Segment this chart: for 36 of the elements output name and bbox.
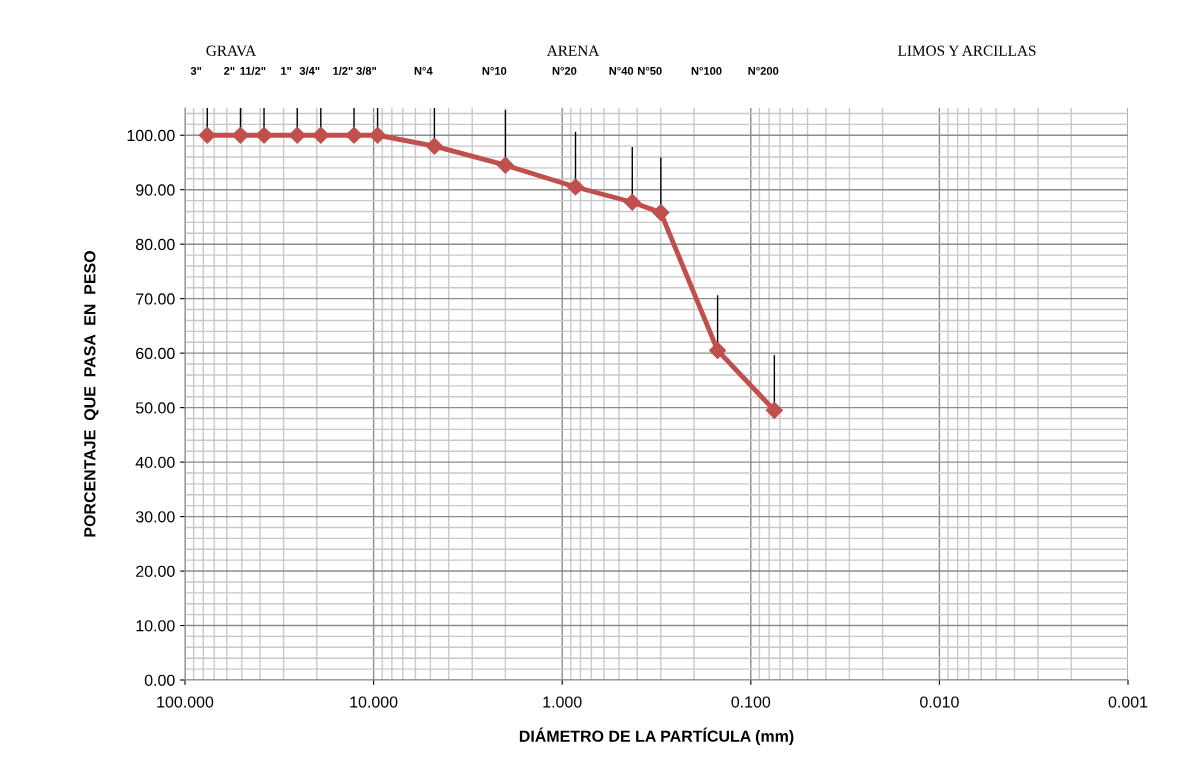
text: 3/8" [356, 66, 377, 75]
y-tick-label: 40.00 [135, 456, 175, 469]
x-tick-label: 0.010 [920, 696, 959, 708]
text: 3" [190, 67, 202, 75]
text: N°50 [638, 67, 662, 75]
y-axis-title: PORCENTAJE QUE PASA EN PESO [84, 251, 99, 537]
text: LIMOS Y ARCILLAS [897, 45, 1036, 56]
y-tick-label: 80.00 [136, 238, 175, 251]
y-tick-label: 30.00 [135, 511, 175, 523]
y-tick-label: 20.00 [136, 565, 175, 577]
text: N°4 [414, 67, 433, 75]
text: 3/4" [299, 66, 320, 75]
y-tick-label: 10.00 [136, 620, 175, 632]
x-axis-title: DIÁMETRO DE LA PARTÍCULA (mm) [519, 727, 794, 745]
text: 1" [281, 67, 292, 75]
text: N°20 [552, 67, 577, 75]
y-tick-label: 50.00 [135, 402, 175, 414]
y-tick-label: 70.00 [136, 293, 175, 305]
text: ARENA [546, 45, 600, 56]
text: 1/2" [333, 66, 353, 75]
x-tick-label: 100.000 [157, 696, 214, 708]
text: 11/2" [240, 66, 266, 75]
text: N°10 [482, 67, 507, 75]
text: GRAVA [206, 45, 257, 56]
y-tick-label: 90.00 [136, 184, 175, 196]
x-tick-label: 1.000 [543, 696, 582, 708]
text: 2" [224, 67, 235, 75]
x-tick-label: 10.000 [350, 696, 398, 708]
x-tick-label: 0.001 [1108, 696, 1148, 708]
y-tick-label: 60.00 [136, 347, 175, 360]
text: N°40 [609, 67, 634, 75]
x-tick-label: 0.100 [731, 696, 771, 708]
y-tick-label: 100.00 [127, 129, 175, 142]
text: N°200 [748, 67, 779, 75]
text: N°100 [691, 67, 722, 75]
y-tick-label: 0.00 [144, 674, 175, 686]
